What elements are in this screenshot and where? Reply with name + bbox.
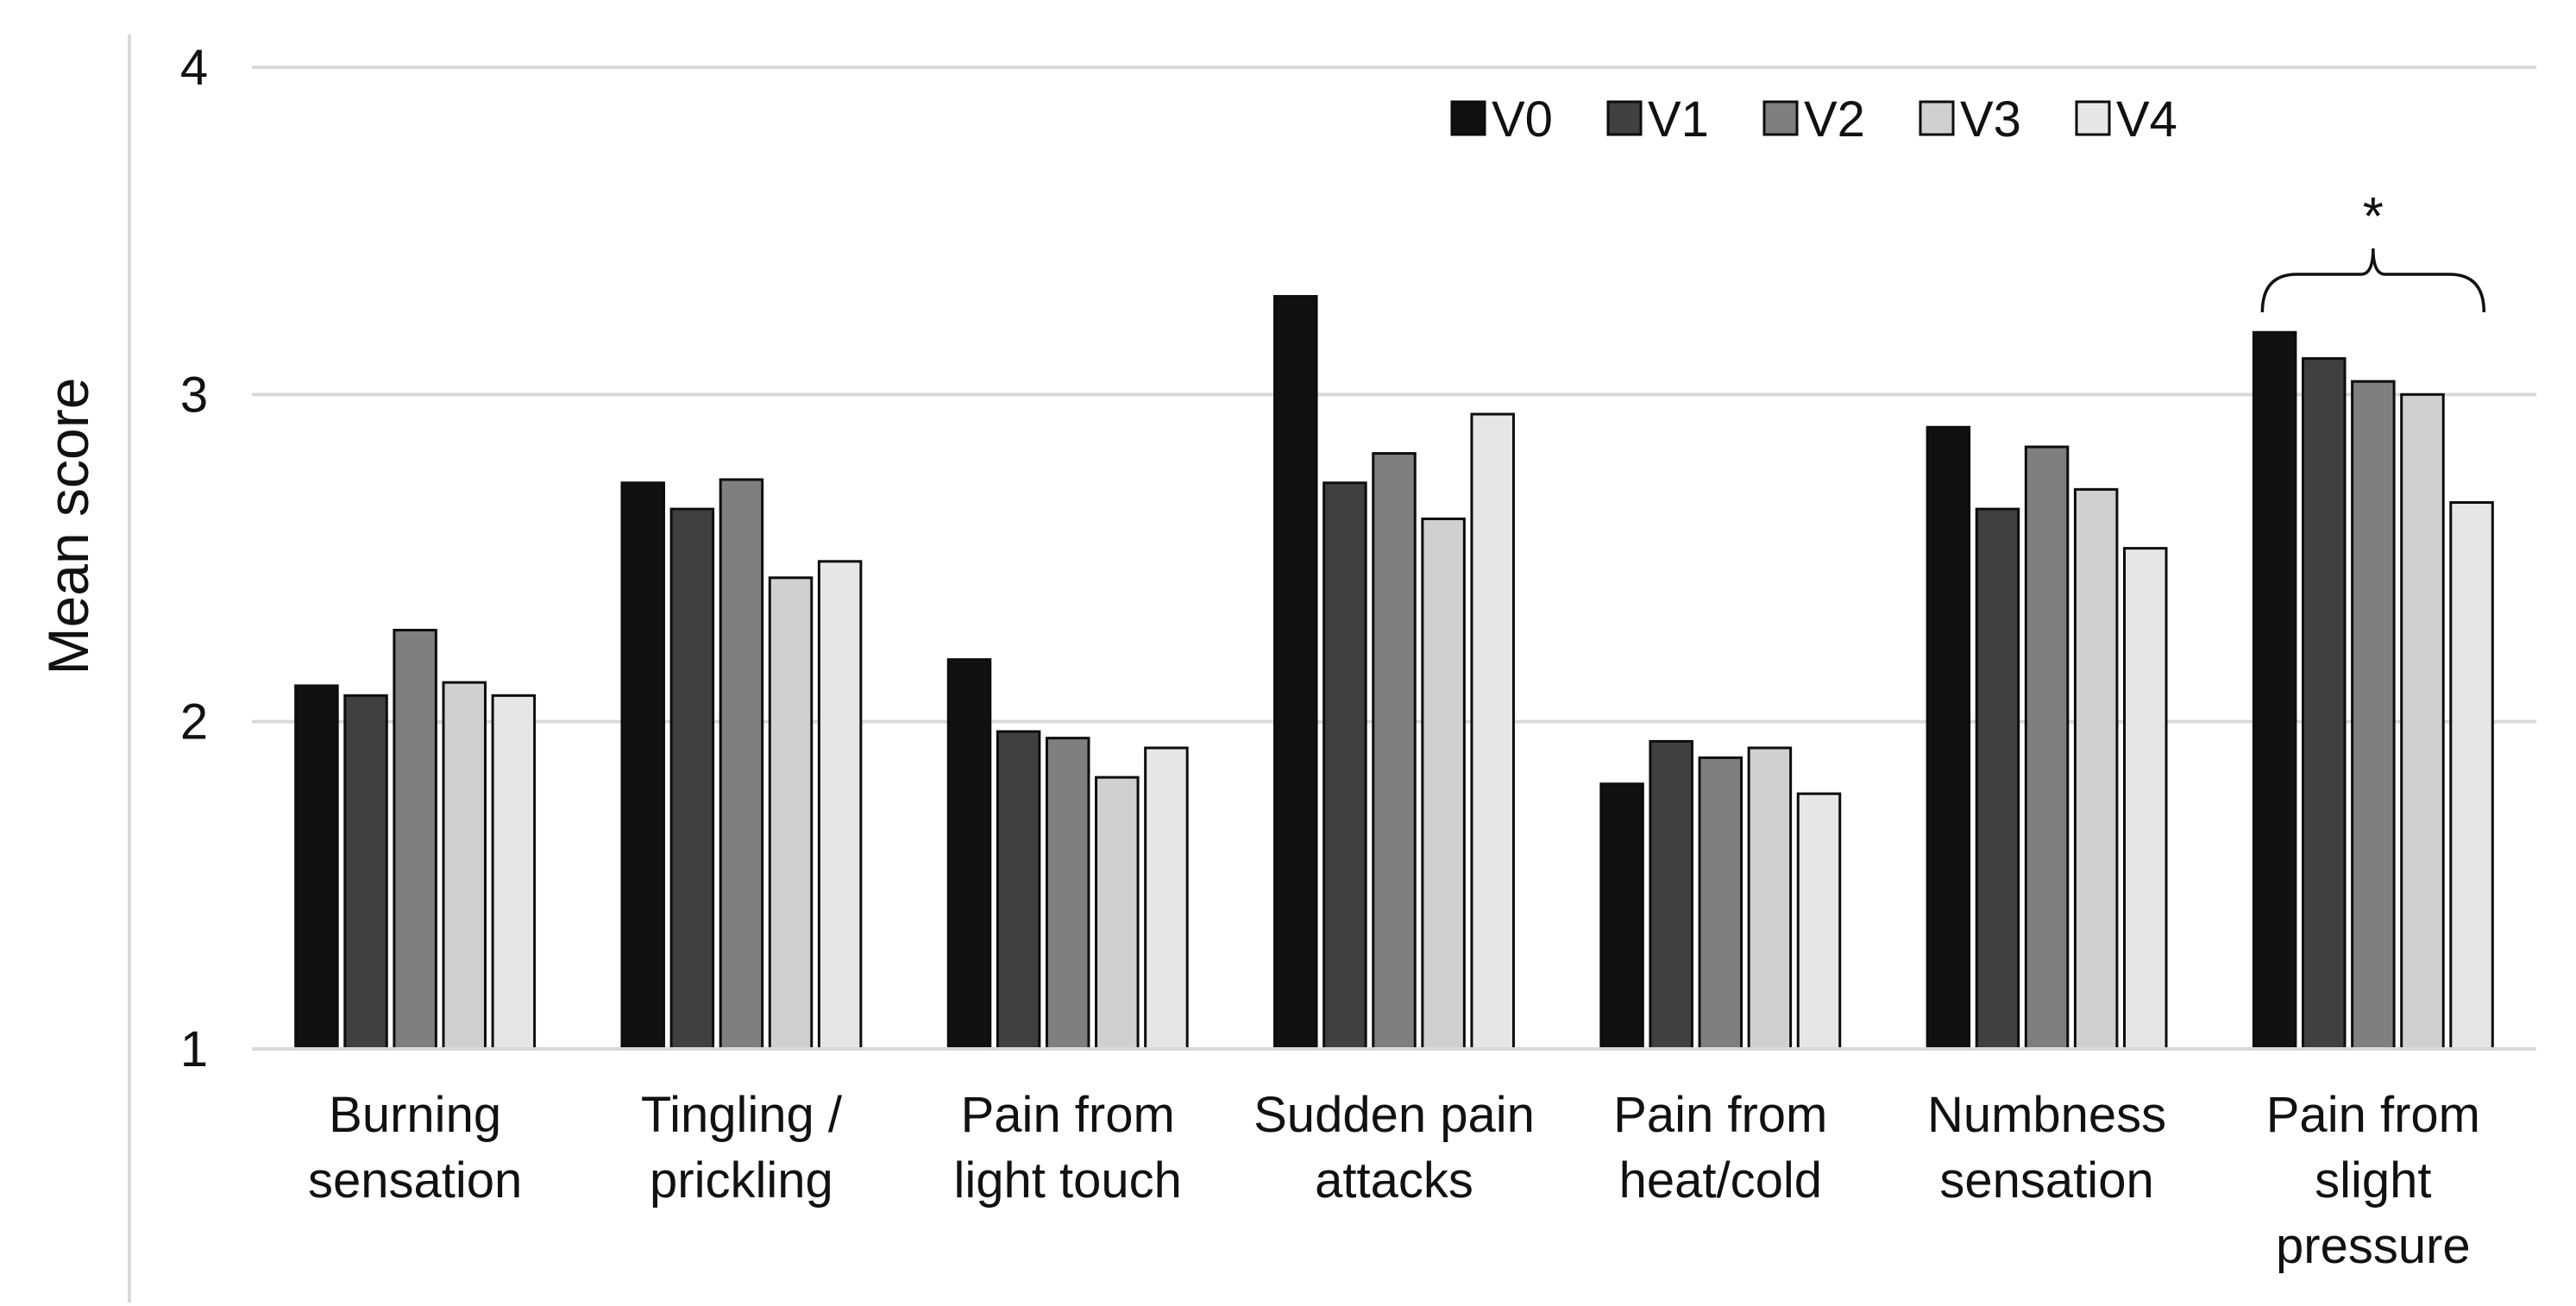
bar-v2-cat-5 <box>1698 756 1744 1051</box>
significance-bracket <box>2260 248 2486 313</box>
bar-v4-cat-4 <box>1470 412 1515 1051</box>
bar-v3-cat-7 <box>2400 392 2445 1051</box>
x-category-label-line: attacks <box>1315 1152 1473 1209</box>
y-tick-label: 2 <box>180 694 208 750</box>
bar-v0-cat-5 <box>1599 782 1644 1051</box>
bar-v1-cat-6 <box>1975 507 2020 1051</box>
x-category-label-line: sensation <box>308 1152 522 1209</box>
legend: V0 V1 V2 V3 V4 <box>1450 91 2177 148</box>
bar-v3-cat-5 <box>1747 746 1793 1051</box>
bar-v0-cat-1 <box>294 684 339 1051</box>
bar-v1-cat-4 <box>1323 481 1367 1051</box>
annotations: * <box>2260 187 2486 313</box>
bar-v0-cat-2 <box>620 481 665 1051</box>
legend-swatch-v0 <box>1450 100 1486 136</box>
legend-swatch-v2 <box>1762 100 1799 136</box>
x-category-label-line: Pain from <box>2266 1087 2480 1143</box>
bar-v3-cat-3 <box>1095 775 1140 1051</box>
bar-v2-cat-1 <box>393 628 437 1051</box>
x-category-label-line: Pain from <box>961 1087 1175 1143</box>
bar-v3-cat-1 <box>442 681 487 1051</box>
x-category-label-line: light touch <box>954 1152 1182 1209</box>
x-category-label-line: Sudden pain <box>1253 1087 1535 1143</box>
bar-v4-cat-5 <box>1796 792 1842 1051</box>
x-category-label: Numbness sensation <box>1927 1087 2166 1209</box>
bar-v4-cat-2 <box>817 560 863 1051</box>
x-category-label: Pain from heat/cold <box>1613 1087 1827 1209</box>
legend-swatch-v1 <box>1606 100 1643 136</box>
x-category-label-line: heat/cold <box>1619 1152 1822 1209</box>
bar-v0-cat-7 <box>2252 330 2297 1051</box>
y-axis-ticks: 1 2 3 4 <box>180 40 208 1077</box>
x-category-label: Sudden pain attacks <box>1253 1087 1535 1209</box>
legend-label-v3: V3 <box>1960 91 2021 148</box>
legend-label-v2: V2 <box>1804 91 1865 148</box>
bar-v1-cat-7 <box>2302 357 2347 1051</box>
bar-v4-cat-7 <box>2449 501 2494 1051</box>
x-category-label-line: Pain from <box>1613 1087 1827 1143</box>
bar-v0-cat-4 <box>1273 295 1318 1051</box>
x-category-label-line: Tingling / <box>641 1087 843 1143</box>
bar-v1-cat-2 <box>669 507 715 1051</box>
bar-v2-cat-3 <box>1045 737 1090 1051</box>
bar-v1-cat-1 <box>343 694 388 1051</box>
bar-v3-cat-2 <box>768 576 814 1051</box>
x-category-label: Burning sensation <box>308 1087 522 1209</box>
bar-v4-cat-6 <box>2123 547 2168 1051</box>
bars <box>294 295 2494 1051</box>
x-category-label-line: prickling <box>650 1152 833 1209</box>
legend-label-v4: V4 <box>2116 91 2177 148</box>
legend-label-v0: V0 <box>1492 91 1553 148</box>
x-category-label-line: sensation <box>1939 1152 2153 1209</box>
bar-v2-cat-6 <box>2024 445 2070 1051</box>
bar-v0-cat-6 <box>1926 425 1971 1051</box>
x-category-label-line: slight <box>2315 1152 2431 1209</box>
bar-v3-cat-4 <box>1421 517 1466 1051</box>
x-category-label-line: Numbness <box>1927 1087 2166 1143</box>
bar-v2-cat-2 <box>719 478 764 1051</box>
bar-v4-cat-1 <box>491 694 537 1051</box>
bar-v1-cat-3 <box>996 730 1041 1051</box>
x-category-label-line: Burning <box>329 1087 501 1143</box>
bar-v2-cat-4 <box>1372 452 1417 1051</box>
bar-v1-cat-5 <box>1649 739 1693 1051</box>
x-category-label-line: pressure <box>2276 1218 2471 1274</box>
x-category-label: Pain from slight pressure <box>2266 1087 2480 1274</box>
y-tick-label: 1 <box>180 1021 208 1077</box>
y-axis-title: Mean score <box>36 378 100 675</box>
bar-v2-cat-7 <box>2351 380 2396 1051</box>
x-category-label: Tingling / prickling <box>641 1087 843 1209</box>
legend-label-v1: V1 <box>1648 91 1709 148</box>
bar-v3-cat-6 <box>2073 487 2119 1051</box>
y-tick-label: 4 <box>180 40 208 96</box>
bar-v4-cat-3 <box>1144 746 1189 1051</box>
x-axis-category-labels: Burning sensation Tingling / prickling Pain … <box>308 1087 2480 1274</box>
y-tick-label: 3 <box>180 367 208 423</box>
legend-swatch-v3 <box>1919 100 1955 136</box>
legend-swatch-v4 <box>2075 100 2111 136</box>
x-category-label: Pain from light touch <box>954 1087 1182 1209</box>
bar-v0-cat-3 <box>946 658 992 1051</box>
significance-asterisk: * <box>2363 187 2384 247</box>
